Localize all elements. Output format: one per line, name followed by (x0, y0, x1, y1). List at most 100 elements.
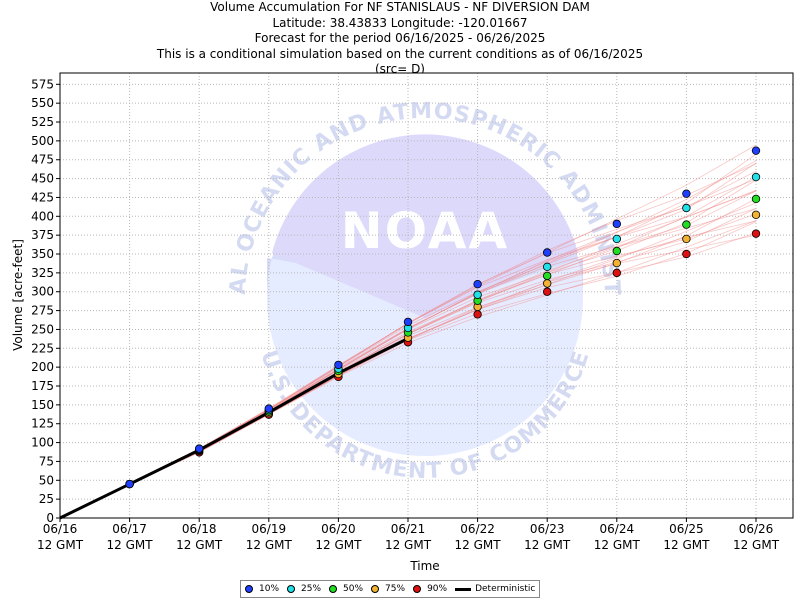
y-tick-label: 125 (31, 417, 54, 431)
y-tick-label: 250 (31, 322, 54, 336)
x-tick-label-date: 06/22 (460, 522, 495, 536)
data-point (612, 219, 621, 229)
y-tick-label: 150 (31, 398, 54, 412)
data-point (751, 172, 761, 182)
x-tick-label-time: 12 GMT (246, 538, 293, 552)
y-tick-label: 525 (31, 115, 54, 129)
x-tick-label-date: 06/20 (321, 522, 356, 536)
x-axis: 06/16 12 GMT 06/17 12 GMT 06/18 12 GMT 06/19 12… (37, 518, 780, 552)
y-tick-label: 425 (31, 190, 54, 204)
data-point (473, 279, 482, 289)
data-point (543, 262, 552, 272)
x-tick-label-time: 12 GMT (663, 538, 710, 552)
y-tick-label: 325 (31, 266, 54, 280)
legend-label: 75% (385, 584, 406, 594)
y-tick-label: 300 (31, 285, 54, 299)
x-tick-label-time: 12 GMT (594, 538, 641, 552)
legend-label: 25% (301, 584, 322, 594)
deterministic-series-line (59, 337, 409, 520)
data-point (612, 234, 621, 244)
y-tick-label: 75 (39, 454, 54, 468)
data-point (543, 287, 552, 296)
x-axis-label: Time (409, 559, 439, 573)
data-point (612, 268, 621, 278)
y-tick-label: 350 (31, 247, 54, 261)
data-point (194, 444, 204, 453)
data-point (543, 248, 552, 257)
legend-label: Deterministic (475, 584, 536, 594)
y-tick-label: 0 (46, 511, 54, 525)
y-tick-label: 50 (39, 473, 54, 487)
x-tick-label-time: 12 GMT (315, 538, 362, 552)
x-tick-label-time: 12 GMT (733, 538, 780, 552)
legend-label: 50% (343, 584, 364, 594)
data-point (473, 310, 482, 319)
data-point (682, 220, 691, 229)
data-point (334, 360, 343, 370)
watermark-logo-text: NOAA (341, 202, 509, 260)
data-point (751, 229, 761, 238)
x-tick-label-time: 12 GMT (385, 538, 432, 552)
legend-dot-swatch (245, 585, 253, 593)
x-tick-label-date: 06/23 (530, 522, 565, 536)
chart-subtitle-location: Latitude: 38.43833 Longitude: -120.01667 (272, 15, 528, 30)
data-point (682, 189, 691, 198)
y-tick-label: 25 (39, 492, 54, 506)
y-tick-label: 450 (31, 172, 54, 186)
watermark-upper (272, 134, 578, 318)
grid-lines (60, 73, 793, 519)
x-tick-label-date: 06/25 (669, 522, 704, 536)
legend-dot-swatch (287, 585, 296, 593)
x-tick-label-time: 12 GMT (524, 538, 571, 552)
legend-item-p3: 75% (371, 584, 405, 594)
y-tick-label: 475 (31, 153, 54, 167)
data-point (403, 317, 413, 327)
x-tick-label-date: 06/19 (252, 522, 287, 536)
data-point (543, 279, 552, 288)
y-tick-label: 500 (31, 134, 54, 148)
data-point (751, 194, 761, 204)
chart-legend: 10% 25% 50% 75% 90% Deterministic (240, 580, 541, 598)
data-point (612, 246, 621, 256)
chart-subtitle-period: Forecast for the period 06/16/2025 - 06/… (254, 31, 546, 45)
legend-label: 10% (259, 584, 280, 594)
legend-line-swatch (455, 587, 472, 591)
x-tick-label-time: 12 GMT (455, 538, 502, 552)
x-tick-label-date: 06/24 (600, 522, 635, 536)
y-axis-label: Volume [acre-feet] (11, 239, 25, 351)
x-tick-label-time: 12 GMT (37, 538, 84, 552)
x-tick-label-date: 06/18 (182, 522, 217, 536)
data-point (682, 234, 691, 244)
x-tick-label-date: 06/21 (391, 522, 426, 536)
legend-dot-swatch (329, 585, 338, 593)
chart-titles: Volume Accumulation For NF STANISLAUS - … (0, 0, 800, 78)
data-point (682, 203, 691, 213)
legend-dot-swatch (413, 585, 422, 593)
data-point (751, 146, 761, 155)
data-point (682, 249, 691, 259)
y-tick-label: 550 (31, 96, 54, 110)
data-point (751, 210, 761, 219)
y-axis: 0 25 50 75 100 125 150 175 200 225 250 275 300 325 350… (31, 77, 60, 525)
percentile-points (125, 146, 761, 489)
x-tick-label-time: 12 GMT (176, 538, 223, 552)
legend-item-p1: 25% (287, 584, 321, 594)
data-point (125, 479, 134, 489)
data-point (612, 258, 621, 268)
data-point (264, 404, 273, 413)
legend-label: 90% (427, 584, 448, 594)
legend-item-p4: 90% (413, 584, 447, 594)
y-tick-label: 375 (31, 228, 54, 242)
y-tick-label: 400 (31, 209, 54, 223)
y-tick-label: 275 (31, 304, 54, 318)
legend-item-p2: 50% (329, 584, 363, 594)
chart-subtitle-condition: This is a conditional simulation based o… (156, 46, 644, 61)
x-tick-label-date: 06/16 (43, 522, 78, 536)
x-tick-label-time: 12 GMT (107, 538, 154, 552)
data-point (543, 271, 552, 281)
legend-item-p0: 10% (245, 584, 279, 594)
y-tick-label: 175 (31, 379, 54, 393)
y-tick-label: 200 (31, 360, 54, 374)
y-tick-label: 225 (31, 341, 54, 355)
chart-title: Volume Accumulation For NF STANISLAUS - … (210, 0, 590, 14)
